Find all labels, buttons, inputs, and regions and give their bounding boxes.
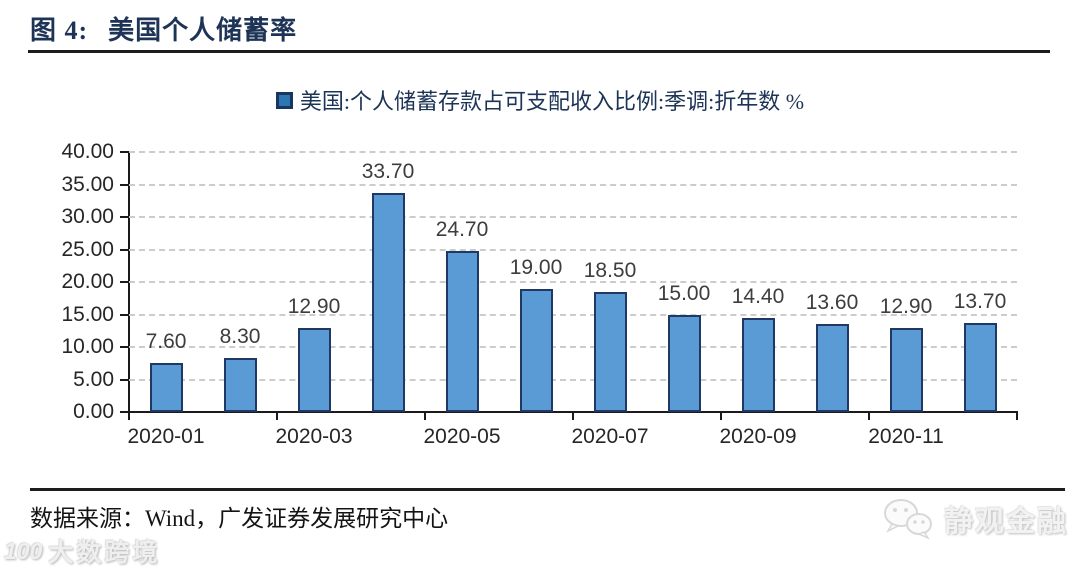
y-axis-label: 35.00 bbox=[61, 172, 114, 196]
x-axis-tick bbox=[424, 413, 426, 420]
bar bbox=[149, 362, 183, 412]
gridline bbox=[129, 151, 1017, 153]
bar bbox=[297, 328, 331, 412]
gridline bbox=[129, 313, 1017, 316]
bar bbox=[593, 291, 627, 412]
y-axis-label: 5.00 bbox=[73, 367, 114, 391]
x-axis-tick bbox=[128, 413, 130, 420]
y-axis-label: 40.00 bbox=[61, 140, 114, 163]
x-axis-tick bbox=[720, 413, 722, 420]
figure-number-label: 图 4: bbox=[30, 16, 89, 45]
y-axis-label: 0.00 bbox=[73, 400, 114, 423]
bar-value-label: 12.90 bbox=[879, 295, 933, 319]
gridline bbox=[129, 248, 1017, 251]
gridline bbox=[129, 378, 1017, 381]
x-axis-label: 2020-11 bbox=[868, 425, 944, 448]
dashukuajing-watermark-text: 大数跨境 bbox=[48, 539, 161, 567]
wechat-bubbles-icon bbox=[884, 499, 932, 540]
x-axis-tick bbox=[868, 413, 870, 420]
bar bbox=[741, 318, 775, 412]
data-source-note: 数据来源：Wind，广发证券发展研究中心 bbox=[30, 506, 449, 531]
bar-chart-plot-area: 7.60 8.30 12.90 33.70 24.70 19.00 18.50 15.00 14… bbox=[120, 151, 1018, 420]
y-axis-tick bbox=[120, 151, 129, 153]
bar bbox=[963, 322, 997, 412]
y-axis-tick bbox=[120, 248, 129, 251]
x-axis-label: 2020-05 bbox=[423, 425, 501, 448]
y-axis-tick bbox=[120, 281, 129, 283]
y-axis-tick bbox=[120, 216, 129, 218]
bar-value-label: 12.90 bbox=[287, 295, 341, 319]
title-divider-line bbox=[28, 50, 1050, 53]
x-axis-label: 2020-07 bbox=[571, 425, 649, 448]
x-axis-tick bbox=[572, 413, 574, 420]
y-axis-label: 20.00 bbox=[61, 270, 114, 293]
bar-value-label: 13.60 bbox=[805, 290, 859, 314]
bar-value-label: 8.30 bbox=[219, 325, 261, 349]
y-axis-tick bbox=[120, 346, 129, 348]
gridline bbox=[129, 281, 1017, 283]
gridline bbox=[129, 216, 1017, 218]
figure-title: 图 4: 美国个人储蓄率 bbox=[30, 10, 297, 47]
x-axis-tick bbox=[276, 413, 278, 420]
y-axis-tick bbox=[120, 411, 129, 413]
bar bbox=[445, 251, 479, 412]
bar-value-label: 14.40 bbox=[731, 285, 785, 309]
legend-marker-icon bbox=[275, 91, 293, 109]
bar-value-label: 24.70 bbox=[435, 218, 489, 242]
gridline bbox=[129, 183, 1017, 186]
bar bbox=[889, 328, 923, 412]
bar bbox=[815, 323, 849, 412]
logo-100-icon: 100 bbox=[4, 537, 43, 564]
bar bbox=[371, 192, 405, 412]
x-axis-label: 2020-03 bbox=[275, 425, 353, 448]
gridline bbox=[129, 346, 1017, 348]
jingguan-jinrong-watermark: 静观金融 bbox=[882, 497, 1068, 541]
x-axis-tick bbox=[1016, 413, 1018, 420]
bar-value-label: 19.00 bbox=[509, 255, 563, 279]
bar-value-label: 13.70 bbox=[953, 289, 1007, 313]
chart-legend: 美国:个人储蓄存款占可支配收入比例:季调:折年数 % bbox=[0, 84, 1080, 116]
dashukuajing-watermark: 100 大数跨境 bbox=[4, 533, 160, 569]
bar bbox=[667, 314, 701, 412]
figure-title-text: 美国个人储蓄率 bbox=[108, 16, 298, 45]
bar-value-label: 18.50 bbox=[583, 258, 637, 282]
legend-series-label: 美国:个人储蓄存款占可支配收入比例:季调:折年数 % bbox=[299, 89, 805, 114]
bar-value-label: 15.00 bbox=[657, 281, 711, 305]
y-axis-tick bbox=[120, 183, 129, 186]
bar bbox=[223, 358, 257, 412]
bar-value-label: 33.70 bbox=[361, 159, 415, 183]
y-axis-label: 30.00 bbox=[61, 205, 114, 228]
y-axis-label: 15.00 bbox=[61, 302, 114, 326]
y-axis-tick bbox=[120, 378, 129, 381]
x-axis-label: 2020-01 bbox=[127, 425, 205, 448]
y-axis-label: 25.00 bbox=[61, 237, 114, 261]
x-axis-line bbox=[128, 411, 1018, 413]
x-axis-label: 2020-09 bbox=[719, 425, 797, 448]
bar bbox=[519, 288, 553, 412]
y-axis-tick bbox=[120, 313, 129, 316]
footer-divider-line bbox=[30, 488, 1065, 491]
y-axis-label: 10.00 bbox=[61, 335, 114, 358]
bar-value-label: 7.60 bbox=[145, 329, 187, 353]
jingguan-jinrong-watermark-text: 静观金融 bbox=[944, 506, 1069, 538]
